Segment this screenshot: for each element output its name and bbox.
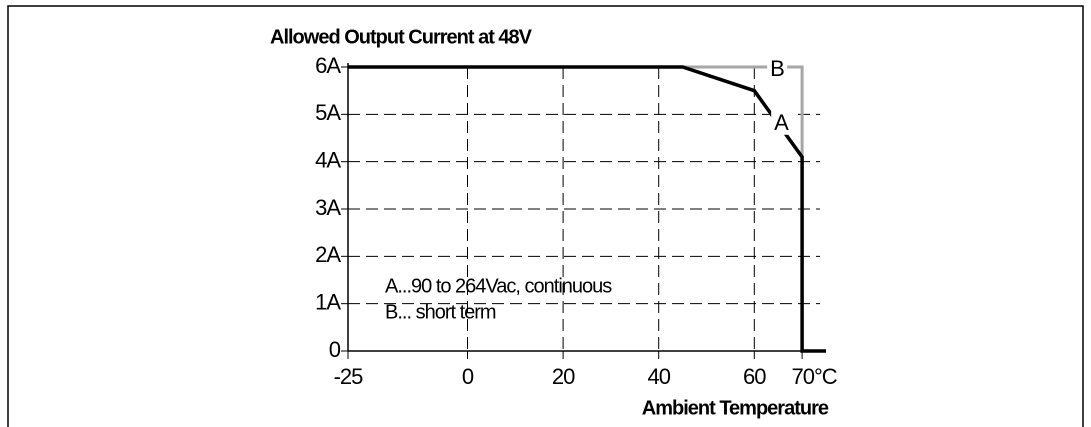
- y-tick-label: 1A: [315, 289, 341, 314]
- series-line: [682, 65, 804, 157]
- x-axis-label: Ambient Temperature: [642, 397, 829, 419]
- x-tick-label: 70°C: [792, 364, 838, 389]
- x-tick-label: 20: [552, 364, 575, 389]
- y-tick-label: 0: [329, 337, 341, 362]
- y-tick-label: 4A: [315, 147, 341, 172]
- series-label: B: [770, 56, 784, 81]
- y-tick-label: 6A: [315, 53, 341, 78]
- annotation: B... short term: [385, 301, 496, 323]
- annotation: A...90 to 264Vac, continuous: [385, 275, 612, 297]
- label-background: [767, 55, 788, 81]
- x-tick-label: 0: [462, 364, 474, 389]
- y-tick-label: 3A: [315, 195, 341, 220]
- x-tick-label: 40: [647, 364, 670, 389]
- y-tick-label: 5A: [315, 100, 341, 125]
- frame: [7, 5, 1084, 427]
- y-tick-label: 2A: [315, 242, 341, 267]
- x-tick-label: 60: [743, 364, 766, 389]
- chart-title: Allowed Output Current at 48V: [270, 26, 533, 48]
- series-label: A: [774, 110, 789, 135]
- x-tick-label: -25: [334, 364, 364, 389]
- label-background: [771, 109, 793, 135]
